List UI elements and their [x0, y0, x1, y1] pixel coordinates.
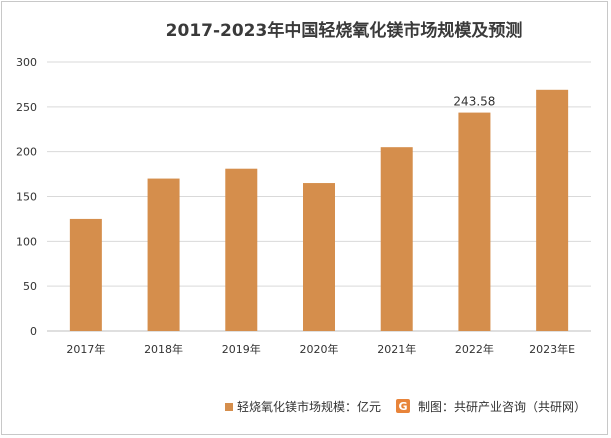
legend: 轻烧氧化镁市场规模：亿元: [225, 399, 381, 414]
logo-icon: [396, 399, 410, 413]
y-axis-ticks: 0 50 100 150 200 250 300: [16, 56, 37, 338]
grid-lines: [47, 61, 591, 332]
logo-letter: G: [398, 400, 407, 413]
x-tick-label: 2020年: [300, 342, 339, 356]
y-tick-label: 300: [16, 56, 37, 69]
x-tick-label: 2022年: [455, 342, 494, 356]
bar: [536, 89, 569, 332]
bars: [69, 89, 569, 332]
bar: [69, 218, 102, 331]
x-tick-label: 2023年E: [529, 342, 575, 356]
y-tick-label: 100: [16, 235, 37, 248]
x-tick-label: 2021年: [377, 342, 416, 356]
bar: [225, 168, 258, 331]
legend-swatch: [225, 403, 233, 411]
y-tick-label: 50: [23, 280, 37, 293]
source-attribution: G 制图：共研产业咨询（共研网）: [396, 399, 586, 414]
legend-label: 轻烧氧化镁市场规模：亿元: [237, 399, 381, 414]
bar: [458, 112, 491, 331]
y-tick-label: 200: [16, 146, 37, 159]
x-tick-label: 2017年: [66, 342, 105, 356]
y-tick-label: 0: [30, 325, 37, 338]
y-tick-label: 150: [16, 191, 37, 204]
chart-title: 2017-2023年中国轻烧氧化镁市场规模及预测: [166, 20, 523, 41]
bar: [303, 183, 335, 331]
y-tick-label: 250: [16, 101, 37, 114]
source-text: 制图：共研产业咨询（共研网）: [418, 399, 586, 414]
bar: [380, 147, 413, 331]
x-tick-label: 2019年: [222, 342, 261, 356]
company-logo: G: [396, 399, 410, 413]
bar: [147, 178, 180, 331]
data-label: 243.58: [453, 95, 495, 109]
x-tick-label: 2018年: [144, 342, 183, 356]
data-labels: 243.58: [453, 95, 495, 109]
x-axis-ticks: 2017年 2018年 2019年 2020年 2021年 2022年 2023年E: [66, 342, 575, 356]
